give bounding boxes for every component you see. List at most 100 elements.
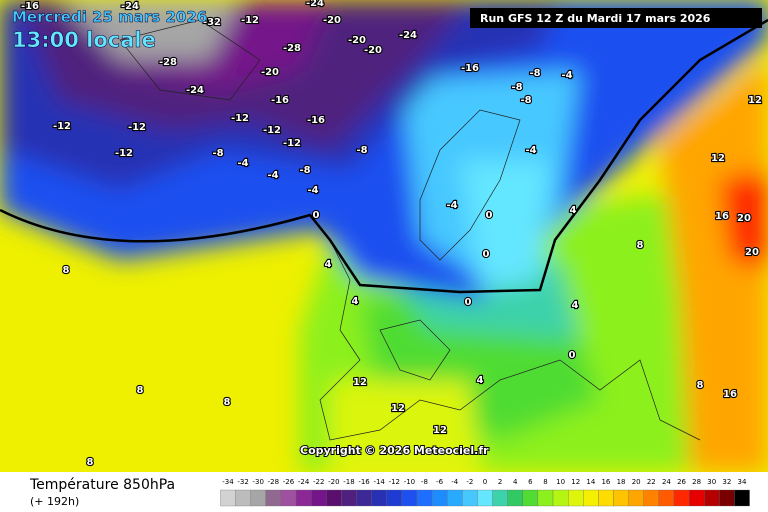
- colorbar-swatch: [431, 489, 448, 507]
- contour-label: -4: [446, 200, 457, 211]
- contour-label: -24: [306, 0, 324, 9]
- colorbar-tick-label: 12: [571, 478, 580, 486]
- colorbar-swatch: [658, 489, 675, 507]
- colorbar-swatch: [492, 489, 508, 507]
- colorbar-tick-label: 34: [738, 478, 747, 486]
- colorbar-tick-label: -26: [283, 478, 295, 486]
- colorbar-tick-label: 6: [528, 478, 533, 486]
- colorbar-swatch: [416, 489, 433, 507]
- contour-label: -12: [283, 138, 301, 149]
- contour-label: 4: [570, 205, 577, 216]
- contour-label: -12: [231, 113, 249, 124]
- contour-label: 8: [697, 380, 704, 391]
- contour-label: -12: [115, 148, 133, 159]
- colorbar-swatch: [265, 489, 282, 507]
- contour-label: 4: [572, 300, 579, 311]
- colorbar-tick-label: -30: [253, 478, 264, 486]
- contour-label: 8: [87, 457, 94, 468]
- contour-label: 8: [224, 397, 231, 408]
- contour-label: 8: [137, 385, 144, 396]
- colorbar-tick-label: 8: [543, 478, 547, 486]
- colorbar-tick-label: 22: [647, 478, 656, 486]
- colorbar-swatch: [326, 489, 342, 507]
- contour-label: -4: [525, 145, 536, 156]
- colorbar-tick-label: 10: [556, 478, 565, 486]
- contour-label: -24: [399, 30, 417, 41]
- colorbar-tick-label: 24: [662, 478, 671, 486]
- run-info: Run GFS 12 Z du Mardi 17 mars 2026: [480, 12, 711, 25]
- colorbar-tick-label: -34: [222, 478, 234, 486]
- colorbar-swatch: [447, 489, 463, 507]
- contour-label: -4: [561, 70, 572, 81]
- colorbar-swatch: [280, 489, 297, 507]
- colorbar-swatch: [507, 489, 523, 507]
- contour-label: 12: [391, 403, 405, 414]
- contour-label: -16: [271, 95, 289, 106]
- contour-label: -12: [263, 125, 281, 136]
- colorbar-tick-label: 16: [601, 478, 610, 486]
- contour-label: -20: [261, 67, 279, 78]
- contour-label: 0: [486, 210, 493, 221]
- contour-label: -28: [283, 43, 301, 54]
- colorbar-tick-label: -22: [313, 478, 324, 486]
- colorbar-tick-label: -32: [237, 478, 248, 486]
- colorbar: -34 -32 -30 -28 -26 -24 -22 -20 -18 -16 -14 -12 -10-…: [220, 478, 750, 507]
- colorbar-tick-label: 30: [707, 478, 716, 486]
- contour-label: 20: [745, 247, 759, 258]
- colorbar-tick-label: -12: [389, 478, 400, 486]
- contour-label: -8: [299, 165, 310, 176]
- contour-label: 0: [483, 249, 490, 260]
- footer-lead: (+ 192h): [30, 495, 79, 508]
- colorbar-tick-label: 18: [617, 478, 626, 486]
- contour-label: 4: [352, 296, 359, 307]
- colorbar-swatch: [719, 489, 735, 507]
- contour-label: -4: [267, 170, 278, 181]
- contour-label: 12: [748, 95, 762, 106]
- contour-label: -12: [128, 122, 146, 133]
- contour-label: -8: [520, 95, 531, 106]
- colorbar-tick-label: -24: [298, 478, 310, 486]
- forecast-date: Mercredi 25 mars 2026: [12, 8, 207, 26]
- contour-label: -8: [356, 145, 367, 156]
- colorbar-swatch: [295, 489, 312, 507]
- colorbar-tick-label: -2: [466, 478, 473, 486]
- colorbar-swatch: [537, 489, 554, 507]
- contour-labels: -16 -24-32 -12 -20-24-20-20-24-28-28-20-16-…: [20, 0, 763, 469]
- contour-label: -8: [511, 82, 522, 93]
- run-box: [470, 8, 762, 28]
- colorbar-swatch: [477, 489, 493, 507]
- contour-label: -8: [529, 68, 540, 79]
- colorbar-swatch: [734, 489, 750, 507]
- colorbar-tick-label: 4: [513, 478, 518, 486]
- colorbar-swatch: [462, 489, 478, 507]
- colorbar-swatch: [250, 489, 266, 507]
- colorbar-tick-label: 14: [586, 478, 595, 486]
- colorbar-tick-label: -14: [373, 478, 385, 486]
- colorbar-swatch: [643, 489, 660, 507]
- contour-label: -24: [121, 1, 139, 12]
- contour-label: 12: [353, 377, 367, 388]
- contour-label: 12: [711, 153, 725, 164]
- colorbar-swatch: [628, 489, 644, 507]
- contour-label: 4: [477, 375, 484, 386]
- contour-label: -32: [203, 17, 221, 28]
- contour-label: 16: [715, 211, 729, 222]
- colorbar-swatch: [567, 489, 584, 507]
- contour-label: 0: [465, 297, 472, 308]
- contour-label: 4: [325, 259, 332, 270]
- contour-label: 0: [569, 350, 576, 361]
- colorbar-swatch: [704, 489, 720, 507]
- contour-label: -28: [159, 57, 177, 68]
- colorbar-swatch: [583, 489, 599, 507]
- contour-label: -8: [212, 148, 223, 159]
- freezing-line: [0, 18, 768, 294]
- colorbar-tick-label: 28: [692, 478, 701, 486]
- contour-label: -16: [307, 115, 325, 126]
- contour-label: -12: [241, 15, 259, 26]
- colorbar-swatch: [371, 489, 387, 507]
- colorbar-tick-label: -20: [328, 478, 339, 486]
- contour-label: -4: [237, 158, 248, 169]
- contour-label: 8: [63, 265, 70, 276]
